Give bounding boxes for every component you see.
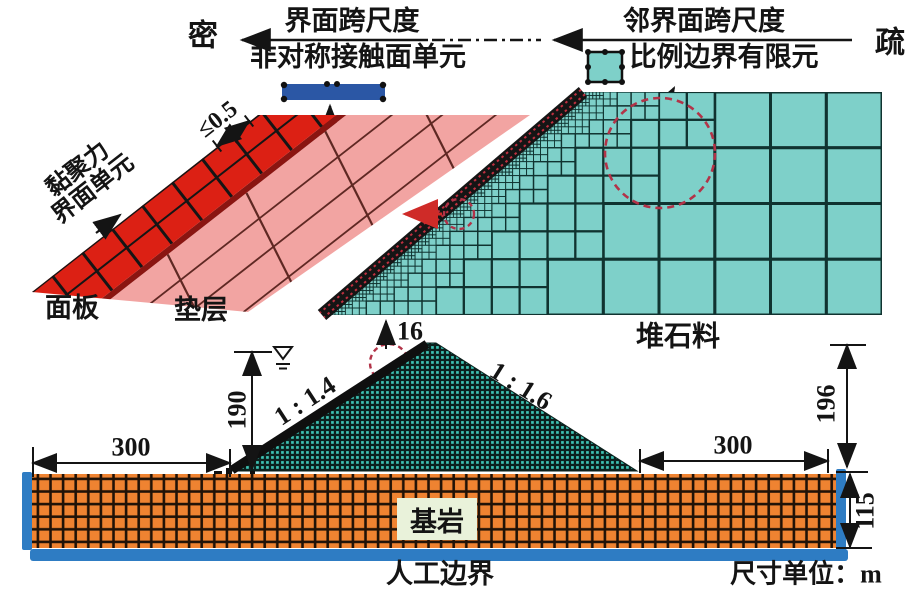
left-arrow-title: 界面跨尺度 [284,5,420,36]
right-arrow-subtitle: 比例边界有限元 [629,41,819,72]
element-size-dimension [211,114,255,153]
unit-label: 尺寸单位：m [730,559,882,589]
sparse-label: 疏 [875,26,905,60]
dimension-lines [31,319,872,549]
bedrock-label-box: 基岩 [397,498,477,540]
face-slab-label: 面板 [45,292,99,323]
cushion-label: 垫层 [174,294,228,325]
face-slab-cushion-mesh [32,115,530,312]
dim-water-depth: 190 [222,390,252,430]
cohesive-callout-arrow [92,213,122,240]
dim-foundation-depth: 115 [850,492,880,530]
dim-dam-height: 196 [811,384,841,424]
rockfill-quadtree-mesh [322,92,882,315]
rockfill-label: 堆石料 [635,321,721,353]
dam-body [229,340,639,474]
dim-upstream-width: 300 [111,432,151,462]
left-arrow-subtitle: 非对称接触面单元 [250,41,466,72]
bedrock-label: 基岩 [410,506,464,537]
dense-label: 密 [188,19,218,53]
water-level-icon [272,346,294,370]
contact-element-symbol [280,81,387,147]
dim-downstream-width: 300 [713,430,753,460]
interface-band [317,87,588,320]
right-arrow-title: 邻界面跨尺度 [623,5,785,36]
dim-crest-width: 16 [397,316,423,346]
artificial-boundary-label: 人工边界 [386,558,494,589]
